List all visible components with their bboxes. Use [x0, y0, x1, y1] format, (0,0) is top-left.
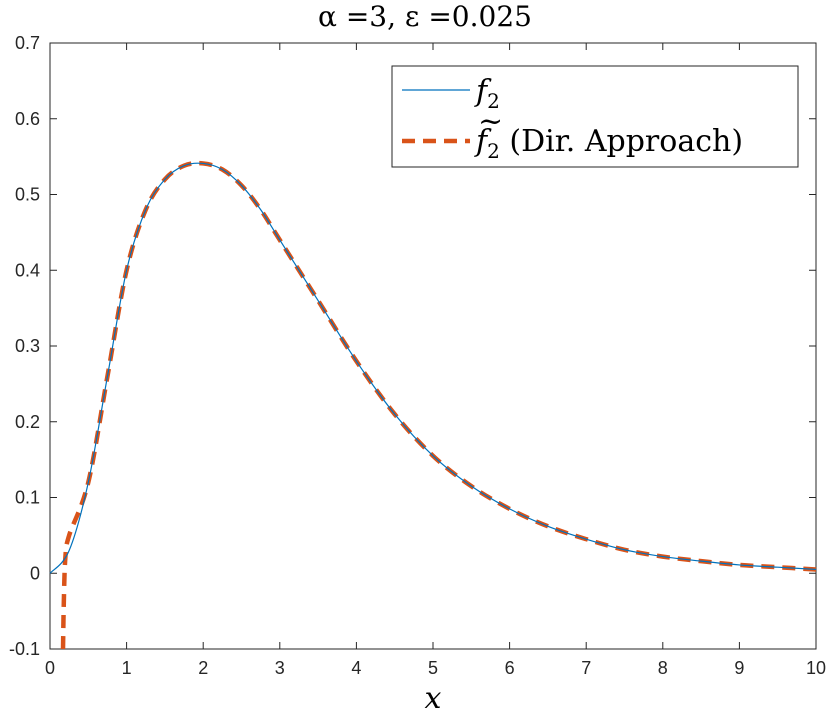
y-tick-label: 0.6: [15, 109, 40, 129]
y-tick-label: 0: [30, 563, 40, 583]
y-tick-label: 0.3: [15, 336, 40, 356]
legend-label-f2-tilde: f2 (Dir. Approach): [474, 124, 743, 163]
series-line-f2: [49, 162, 817, 574]
tilde-mark: ~: [478, 104, 503, 139]
x-tick-label: 6: [505, 658, 515, 678]
x-tick-label: 2: [198, 658, 208, 678]
series-layer: [49, 160, 817, 650]
legend-f2t-sub: 2: [487, 139, 500, 163]
y-tick-label: 0.5: [15, 185, 40, 205]
x-tick-label: 4: [351, 658, 361, 678]
y-tick-label: 0.7: [15, 33, 40, 53]
x-axis-ticks: 0 1 2 3 4 5 6 7 8 9 10: [45, 43, 826, 678]
x-tick-label: 0: [45, 658, 55, 678]
legend-box: [391, 65, 799, 168]
x-axis-label: x: [425, 681, 442, 716]
legend-f2-sub: 2: [487, 89, 500, 113]
x-tick-label: 9: [734, 658, 744, 678]
y-tick-label: 0.2: [15, 412, 40, 432]
legend: f2 f2 (Dir. Approach) ~: [391, 65, 799, 168]
legend-f2t-suffix: (Dir. Approach): [500, 124, 743, 159]
x-tick-label: 5: [428, 658, 438, 678]
y-axis-ticks: -0.1 0 0.1 0.2 0.3 0.4 0.5 0.6 0.7: [9, 33, 816, 659]
y-tick-label: 0.1: [15, 488, 40, 508]
x-tick-label: 1: [122, 658, 132, 678]
y-tick-label: -0.1: [9, 639, 40, 659]
x-tick-label: 10: [806, 658, 826, 678]
x-tick-label: 8: [658, 658, 668, 678]
x-tick-label: 7: [581, 658, 591, 678]
y-tick-label: 0.4: [15, 260, 40, 280]
x-tick-label: 3: [275, 658, 285, 678]
chart-title: α =3, ε =0.025: [318, 0, 532, 33]
